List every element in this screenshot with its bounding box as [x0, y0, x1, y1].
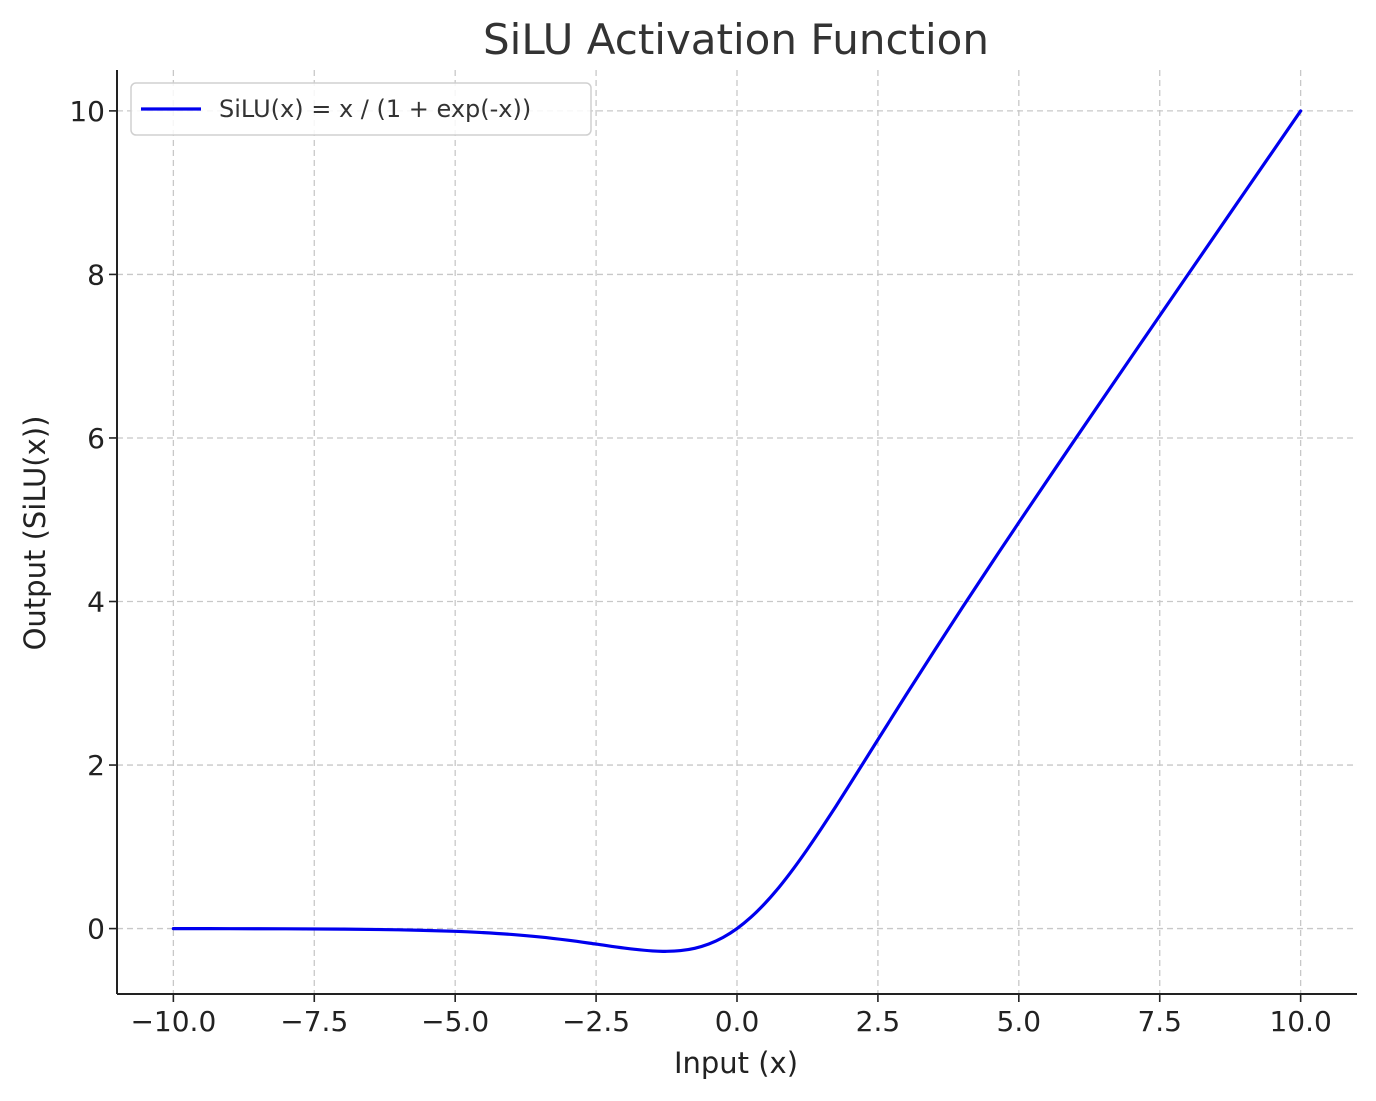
- x-tick-label: −7.5: [280, 1005, 348, 1038]
- y-tick-label: 10: [69, 95, 105, 128]
- chart-title: SiLU Activation Function: [483, 15, 989, 64]
- legend-box: [130, 82, 592, 136]
- legend: SiLU(x) = x / (1 + exp(-x)): [130, 82, 592, 136]
- y-tick-label: 8: [87, 258, 105, 291]
- y-axis-label: Output (SiLU(x)): [18, 416, 52, 651]
- grid-lines: [117, 70, 1357, 994]
- y-tick-label: 0: [87, 913, 105, 946]
- y-tick-label: 2: [87, 749, 105, 782]
- x-tick-label: 0.0: [715, 1005, 760, 1038]
- x-tick-label: 5.0: [997, 1005, 1042, 1038]
- x-tick-label: 10.0: [1269, 1005, 1331, 1038]
- x-tick-label: −10.0: [130, 1005, 216, 1038]
- x-tick-label: 2.5: [856, 1005, 901, 1038]
- y-tick-label: 4: [87, 586, 105, 619]
- legend-entry-label: SiLU(x) = x / (1 + exp(-x)): [219, 95, 531, 123]
- x-tick-label: −2.5: [562, 1005, 630, 1038]
- series-line: [171, 109, 1303, 953]
- axis-ticks: −10.0 −7.5 −5.0 −2.5 0.0 2.5 5.0 7.5 10.0 0 2 4 6 8 10: [69, 95, 1331, 1038]
- series-lines: [171, 109, 1303, 953]
- x-tick-label: −5.0: [421, 1005, 489, 1038]
- y-tick-label: 6: [87, 422, 105, 455]
- x-axis-label: Input (x): [674, 1046, 798, 1080]
- x-tick-label: 7.5: [1137, 1005, 1182, 1038]
